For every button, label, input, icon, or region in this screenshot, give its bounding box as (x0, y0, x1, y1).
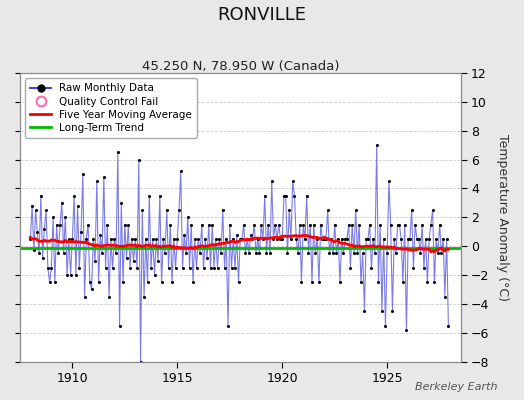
Text: RONVILLE: RONVILLE (217, 6, 307, 24)
Title: 45.250 N, 78.950 W (Canada): 45.250 N, 78.950 W (Canada) (141, 60, 339, 73)
Legend: Raw Monthly Data, Quality Control Fail, Five Year Moving Average, Long-Term Tren: Raw Monthly Data, Quality Control Fail, … (25, 78, 198, 138)
Y-axis label: Temperature Anomaly (°C): Temperature Anomaly (°C) (496, 134, 509, 301)
Text: Berkeley Earth: Berkeley Earth (416, 382, 498, 392)
